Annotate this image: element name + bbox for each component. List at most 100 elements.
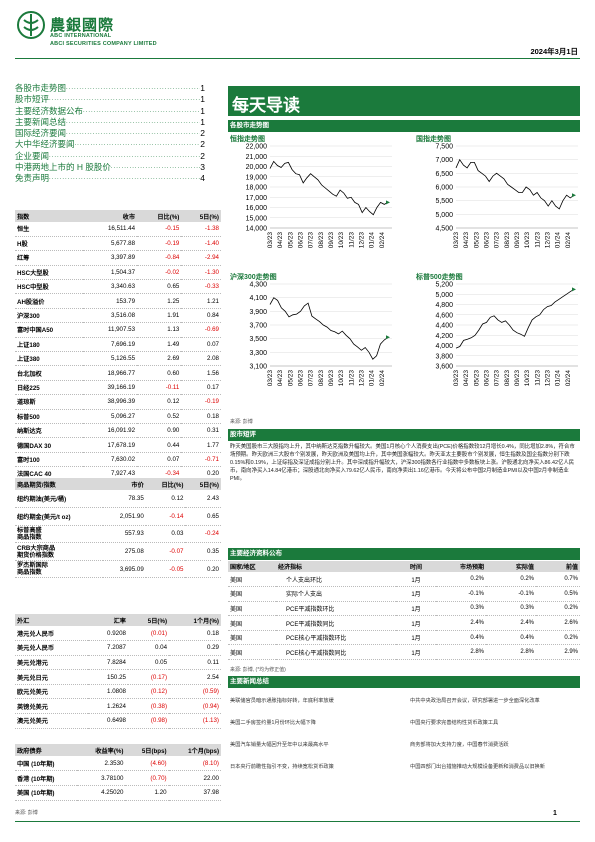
- table-row: 道琼斯 38,996.39 0.12 -0.19: [15, 394, 221, 410]
- table-row: 上证380 5,126.55 2.69 2.08: [15, 351, 221, 367]
- table-row: 台北加权 18,966.77 0.60 1.56: [15, 365, 221, 381]
- row-label: CRB大宗商品 期货价格指数: [15, 542, 103, 561]
- column-header: 实际值: [486, 561, 536, 572]
- x-tick-label: 10/23: [524, 370, 531, 387]
- table-row: AH股溢价 153.79 1.25 1.21: [15, 293, 221, 309]
- cell-value: 3,516.08: [83, 308, 138, 324]
- table-row: 红筹 3,397.89 -0.84 -2.94: [15, 250, 221, 266]
- cell-value: (0.17): [127, 669, 170, 685]
- cell-value: PCE平减指数同比: [276, 615, 396, 631]
- table-row: 香港 (10年期) 3.78100 (0.70) 22.00: [15, 770, 221, 787]
- column-header: 1个月(%): [169, 614, 221, 626]
- series-line: [269, 160, 389, 216]
- toc-leader: ........................................…: [66, 130, 200, 137]
- cell-value: -0.33: [181, 279, 221, 295]
- x-tick-label: 12/23: [545, 232, 552, 249]
- y-tick-label: 3,300: [249, 350, 267, 357]
- cell-value: 1月: [396, 615, 436, 631]
- toc-item[interactable]: 中港两地上市的 H 股股价...........................…: [15, 162, 205, 173]
- cell-value: 3,695.09: [102, 560, 146, 579]
- table-row: 英镑兑美元 1.2624 (0.38) (0.94): [15, 698, 221, 715]
- index-table: 指数 收市 日比(%) 5日(%) 恒生 16,511.44 -0.15 -1.38 H股 5,6…: [15, 210, 221, 482]
- row-label: 美元兑日元: [15, 669, 88, 685]
- table-row: 纽约期金(美元/t oz) 2,051.90 -0.14 0.65: [15, 507, 221, 526]
- row-label: 标普高盛 商品指数: [15, 525, 103, 544]
- x-tick-label: 12/23: [359, 232, 366, 249]
- cell-value: -0.24: [185, 525, 221, 544]
- table-row: 美国 实际个人支出 1月 -0.1% -0.1% 0.5%: [228, 586, 580, 602]
- row-label: 澳元兑美元: [15, 713, 88, 729]
- cell-value: 0.35: [185, 542, 221, 561]
- row-label: 道琼斯: [15, 394, 84, 410]
- y-tick-label: 17,000: [246, 195, 268, 202]
- cell-value: 2.43: [185, 490, 221, 509]
- x-tick-label: 10/23: [338, 232, 345, 249]
- row-label: 美国 (10年期): [15, 785, 78, 801]
- toc-item[interactable]: 国际经济要闻..................................…: [15, 128, 205, 139]
- toc-title: 企业要闻: [15, 150, 50, 161]
- table-row: H股 5,677.88 -0.19 -1.40: [15, 236, 221, 252]
- x-tick-label: 08/23: [318, 370, 325, 387]
- news-item[interactable]: 美国汽车销量大幅回升至年中以来最高水平: [230, 742, 329, 748]
- row-label: 台北加权: [15, 365, 84, 381]
- news-item[interactable]: 中国四部门出台措施推动大规模设备更新和消费品以旧换新: [410, 764, 545, 770]
- cell-value: 2.69: [137, 351, 182, 367]
- toc-item[interactable]: 各股市走势图..................................…: [15, 83, 205, 94]
- news-item[interactable]: 中国央行要求完善结构性货币政策工具: [410, 720, 499, 726]
- x-tick-label: 04/23: [463, 370, 470, 387]
- toc-item[interactable]: 企业要闻....................................…: [15, 151, 205, 162]
- x-tick-label: 04/23: [277, 370, 284, 387]
- toc-item[interactable]: 主要新闻总结..................................…: [15, 117, 205, 128]
- toc-item[interactable]: 大中华经济要闻.................................…: [15, 139, 205, 150]
- news-item[interactable]: 美联储官员暗示通胀指标好转，年底利率放缓: [230, 698, 334, 704]
- toc-page: 1: [200, 105, 205, 116]
- x-tick-label: 09/23: [328, 370, 335, 387]
- toc-leader: ........................................…: [110, 164, 201, 171]
- y-tick-label: 4,000: [435, 343, 453, 350]
- column-header: 日比(%): [145, 478, 186, 490]
- stock-chart: 标普500走势图 5,200 5,000 4,800 4,600 4,400 4,200 4,…: [416, 270, 584, 410]
- news-item[interactable]: 中共中央政治局召开会议，研究部署进一步全面深化改革: [410, 698, 540, 704]
- x-tick-label: 05/23: [287, 232, 294, 249]
- y-tick-label: 4,600: [435, 312, 453, 319]
- stock-chart: 沪深300走势图 4,300 4,100 3,900 3,700 3,500 3,300 3,…: [230, 270, 398, 410]
- toc-item[interactable]: 股市短评....................................…: [15, 94, 205, 105]
- toc-title: 主要新闻总结: [15, 116, 67, 127]
- table-header-row: 指数 收市 日比(%) 5日(%): [15, 210, 221, 222]
- table-row: 恒生 16,511.44 -0.15 -1.38: [15, 222, 221, 237]
- news-item[interactable]: 商务部将加大支持力度，中国春节消费活跃: [410, 742, 509, 748]
- cell-value: -0.1%: [436, 586, 486, 602]
- news-item[interactable]: 日本央行前瞻性指引不变，持续宽松货币政策: [230, 764, 334, 770]
- table-row: 罗杰斯国际 商品指数 3,695.09 -0.05 0.20: [15, 560, 221, 579]
- cell-value: 1.21: [181, 293, 221, 309]
- cell-value: 153.79: [83, 293, 138, 309]
- cell-value: 557.93: [102, 525, 146, 544]
- toc-leader: ........................................…: [83, 107, 201, 114]
- toc-item[interactable]: 主要经济数据公布................................…: [15, 106, 205, 117]
- cell-value: 18,966.77: [83, 365, 138, 381]
- table-row: 富时中国A50 11,907.53 1.13 -0.69: [15, 322, 221, 338]
- table-of-contents: 各股市走势图..................................…: [15, 83, 205, 185]
- toc-title: 国际经济要闻: [15, 128, 67, 139]
- news-item[interactable]: 美国二手房签约量1月份环比大幅下降: [230, 720, 316, 726]
- table-row: 标普500 5,096.27 0.52 0.18: [15, 409, 221, 424]
- x-tick-label: 11/23: [348, 370, 355, 386]
- x-tick-label: 08/23: [504, 232, 511, 249]
- row-label: 德国DAX 30: [15, 437, 84, 453]
- x-tick-label: 09/23: [328, 232, 335, 249]
- row-label: 红筹: [15, 250, 84, 266]
- y-tick-label: 4,200: [435, 333, 453, 340]
- cell-value: 7,696.19: [83, 337, 138, 353]
- row-label: 上证380: [15, 351, 84, 367]
- econ-section-head: 主要经济资料公布: [228, 548, 580, 560]
- toc-item[interactable]: 免责声明....................................…: [15, 173, 205, 184]
- last-value-marker: [386, 335, 390, 340]
- cell-value: 1.56: [181, 365, 221, 381]
- cell-value: -0.69: [181, 322, 221, 338]
- cell-value: (0.59): [169, 684, 221, 700]
- cell-value: 0.7%: [536, 572, 580, 588]
- y-tick-label: 3,900: [249, 309, 267, 316]
- bond-table: 政府债券 收益率(%) 5日(bps) 1个月(bps) 中国 (10年期) 2.3530…: [15, 744, 221, 801]
- cell-value: 150.25: [87, 669, 128, 685]
- row-label: 富时100: [15, 452, 84, 468]
